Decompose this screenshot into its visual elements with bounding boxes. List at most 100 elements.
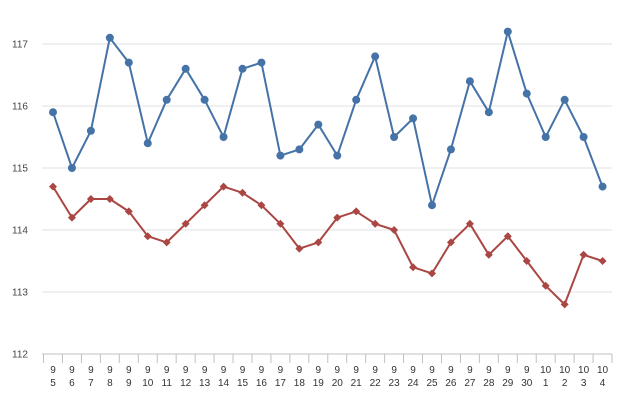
data-point (124, 58, 133, 67)
data-point (295, 145, 304, 154)
data-point (371, 219, 380, 228)
x-tick-label-day: 3 (581, 378, 587, 389)
x-tick-label-day: 20 (332, 378, 344, 389)
x-tick-label-day: 1 (543, 378, 549, 389)
x-tick-label-month: 10 (559, 365, 571, 376)
x-tick-label-day: 28 (483, 378, 495, 389)
data-point (503, 232, 512, 241)
series-line-2 (52, 185, 603, 306)
data-point (352, 95, 361, 104)
data-point (162, 95, 171, 104)
x-tick-label-day: 7 (88, 378, 94, 389)
x-tick-label-day: 27 (464, 378, 476, 389)
x-tick-label-month: 9 (50, 365, 56, 376)
data-point (446, 145, 455, 154)
x-tick-label-month: 9 (69, 365, 75, 376)
x-tick-label-day: 18 (294, 378, 306, 389)
x-tick-label-month: 9 (334, 365, 340, 376)
x-tick-label-month: 9 (297, 365, 303, 376)
data-point (143, 139, 152, 148)
data-point (484, 108, 493, 117)
data-point (219, 133, 228, 141)
x-tick-label-month: 9 (221, 365, 227, 376)
data-point (333, 151, 342, 160)
data-point (598, 257, 607, 265)
data-point (86, 195, 95, 203)
data-point (428, 269, 436, 278)
x-tick-label-month: 9 (126, 365, 132, 376)
data-point (200, 201, 209, 210)
x-tick-label-day: 23 (389, 378, 401, 389)
data-point (238, 188, 247, 197)
data-point (105, 33, 114, 42)
x-tick-label-day: 11 (162, 378, 173, 389)
x-tick-label-month: 9 (524, 365, 530, 376)
data-point (105, 195, 114, 203)
x-tick-label-month: 9 (353, 365, 359, 376)
data-point (371, 52, 380, 61)
data-point (181, 64, 190, 73)
x-tick-label-month: 9 (145, 365, 151, 376)
x-tick-label-month: 9 (391, 365, 397, 376)
x-tick-label-month: 9 (316, 365, 322, 376)
data-point (49, 182, 57, 191)
x-tick-label-day: 24 (407, 378, 419, 389)
x-tick-label-day: 19 (313, 378, 325, 389)
x-tick-label-month: 9 (259, 365, 265, 376)
x-tick-label-day: 29 (502, 378, 514, 389)
data-point (200, 95, 209, 104)
data-point (484, 250, 493, 259)
y-tick-label: 113 (12, 288, 28, 299)
x-tick-label-day: 15 (237, 378, 249, 389)
x-tick-label-month: 10 (597, 365, 609, 376)
x-tick-label-day: 21 (351, 378, 363, 389)
data-point (541, 281, 550, 290)
x-tick-label-month: 9 (88, 365, 94, 376)
data-point (579, 250, 588, 259)
data-point (49, 108, 57, 117)
data-point (390, 133, 399, 141)
x-tick-label-day: 14 (218, 378, 230, 389)
data-point (276, 151, 285, 160)
data-point (446, 238, 455, 247)
data-point (560, 300, 569, 309)
data-point (352, 207, 361, 216)
x-tick-label-month: 9 (107, 365, 113, 376)
data-point (67, 164, 76, 172)
x-tick-label-day: 25 (426, 378, 438, 389)
x-tick-label-day: 16 (256, 378, 268, 389)
x-tick-label-month: 10 (578, 365, 590, 376)
y-tick-label: 112 (12, 350, 28, 361)
x-tick-label-month: 9 (429, 365, 435, 376)
series-line-1 (52, 30, 604, 207)
data-point (465, 77, 474, 86)
data-point (86, 126, 95, 135)
x-tick-label-month: 9 (505, 365, 511, 376)
data-point (143, 232, 152, 241)
x-tick-label-day: 17 (275, 378, 287, 389)
x-tick-label-day: 12 (180, 378, 192, 389)
x-tick-label-month: 9 (448, 365, 454, 376)
data-point (333, 213, 342, 222)
data-point (238, 64, 247, 73)
data-point (295, 244, 304, 253)
x-tick-label-month: 10 (540, 365, 552, 376)
x-tick-label-month: 9 (467, 365, 473, 376)
x-tick-label-month: 9 (183, 365, 189, 376)
x-tick-label-day: 5 (50, 378, 56, 389)
data-point (503, 27, 512, 36)
data-point (465, 219, 474, 228)
data-point (598, 182, 607, 191)
data-point (560, 95, 569, 104)
data-point (541, 133, 550, 141)
y-tick-label: 115 (12, 164, 28, 175)
x-tick-label-day: 9 (126, 378, 132, 389)
x-tick-label-month: 9 (372, 365, 378, 376)
data-point (181, 219, 190, 228)
data-point (124, 207, 133, 216)
x-tick-label-month: 9 (278, 365, 284, 376)
x-tick-label-month: 9 (164, 365, 170, 376)
data-point (409, 114, 418, 123)
